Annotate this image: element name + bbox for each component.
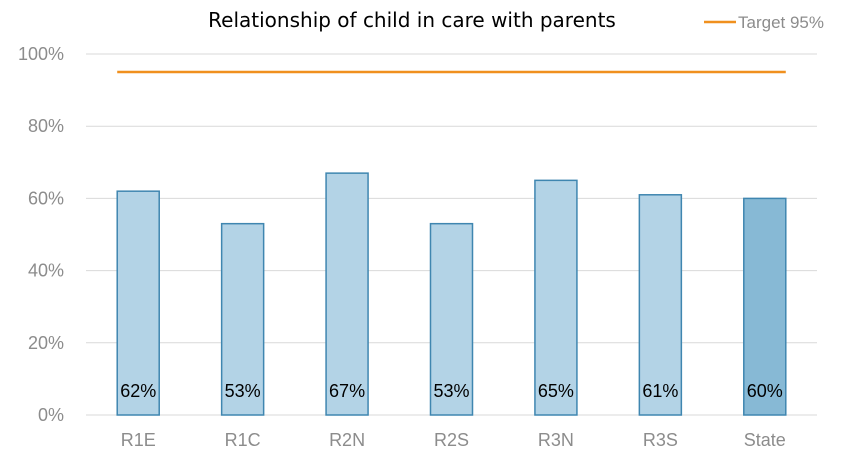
y-tick-label: 80% xyxy=(28,116,64,136)
x-tick-label: R3S xyxy=(643,430,678,450)
bar-r2n xyxy=(325,172,369,416)
bar-state xyxy=(743,197,787,416)
x-tick-label: R2N xyxy=(329,430,365,450)
bar-r3n xyxy=(534,179,578,416)
bar-r1c xyxy=(220,222,265,416)
bar-r3s xyxy=(638,194,683,416)
data-label: 53% xyxy=(225,381,261,401)
y-tick-label: 60% xyxy=(28,188,64,208)
data-label: 60% xyxy=(747,381,783,401)
bar-r1e xyxy=(116,190,160,416)
y-tick-label: 100% xyxy=(18,44,64,64)
data-label: 67% xyxy=(329,381,365,401)
y-tick-label: 40% xyxy=(28,261,64,281)
y-tick-label: 0% xyxy=(38,405,64,425)
legend: Target 95% xyxy=(704,13,824,32)
x-tick-label: R1C xyxy=(225,430,261,450)
x-tick-label: State xyxy=(744,430,786,450)
chart-title: Relationship of child in care with paren… xyxy=(208,8,616,32)
legend-target-label: Target 95% xyxy=(738,13,824,32)
x-tick-label: R1E xyxy=(121,430,156,450)
x-axis: R1E R1C R2N R2S R3N R3S State xyxy=(121,430,786,450)
data-label: 62% xyxy=(120,381,156,401)
data-label: 65% xyxy=(538,381,574,401)
y-tick-label: 20% xyxy=(28,333,64,353)
x-tick-label: R2S xyxy=(434,430,469,450)
bars xyxy=(116,172,787,416)
data-label: 61% xyxy=(642,381,678,401)
y-axis: 0% 20% 40% 60% 80% 100% xyxy=(18,44,64,425)
bar-r2s xyxy=(429,222,474,416)
data-label: 53% xyxy=(433,381,469,401)
x-tick-label: R3N xyxy=(538,430,574,450)
data-labels: 62% 53% 67% 53% 65% 61% 60% xyxy=(120,381,783,401)
